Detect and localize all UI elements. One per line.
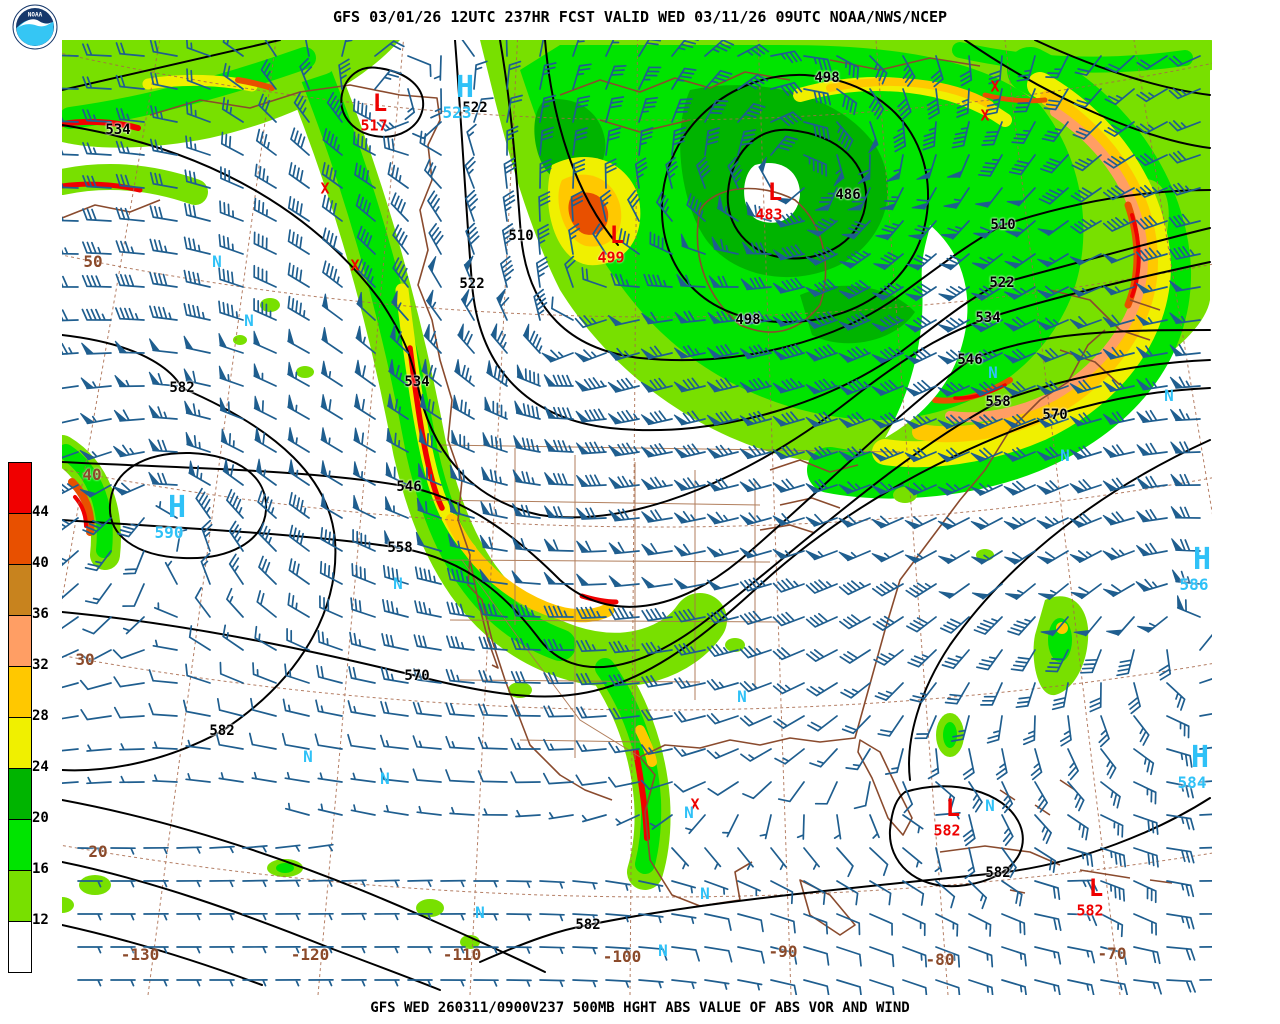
colorbar-segment xyxy=(9,667,31,718)
colorbar-segment xyxy=(9,922,31,972)
colorbar-level-label: 32 xyxy=(32,657,49,674)
colorbar-segment xyxy=(9,871,31,922)
noaa-logo-text: NOAA xyxy=(28,12,43,19)
map-subtitle: GFS WED 260311/0900V237 500MB HGHT ABS V… xyxy=(370,1000,910,1016)
wind-barbs xyxy=(62,40,1212,995)
colorbar-segment xyxy=(9,565,31,616)
colorbar-segment xyxy=(9,769,31,820)
colorbar-level-label: 28 xyxy=(32,708,49,725)
map-title: GFS 03/01/26 12UTC 237HR FCST VALID WED … xyxy=(332,8,948,26)
colorbar-segment xyxy=(9,820,31,871)
colorbar-segment xyxy=(9,514,31,565)
vorticity-colorbar xyxy=(8,462,32,973)
colorbar-segment xyxy=(9,718,31,769)
graticule xyxy=(62,40,1212,995)
noaa-logo: NOAA xyxy=(12,4,58,50)
colorbar-segment xyxy=(9,616,31,667)
colorbar-segment xyxy=(9,463,31,514)
state-borders xyxy=(429,444,901,760)
colorbar-level-label: 16 xyxy=(32,861,49,878)
colorbar-level-label: 40 xyxy=(32,555,49,572)
vorticity-shading xyxy=(62,40,1212,949)
colorbar-level-label: 36 xyxy=(32,606,49,623)
colorbar-level-label: 12 xyxy=(32,912,49,929)
colorbar-level-label: 24 xyxy=(32,759,49,776)
colorbar-level-label: 20 xyxy=(32,810,49,827)
colorbar-level-label: 44 xyxy=(32,504,49,521)
